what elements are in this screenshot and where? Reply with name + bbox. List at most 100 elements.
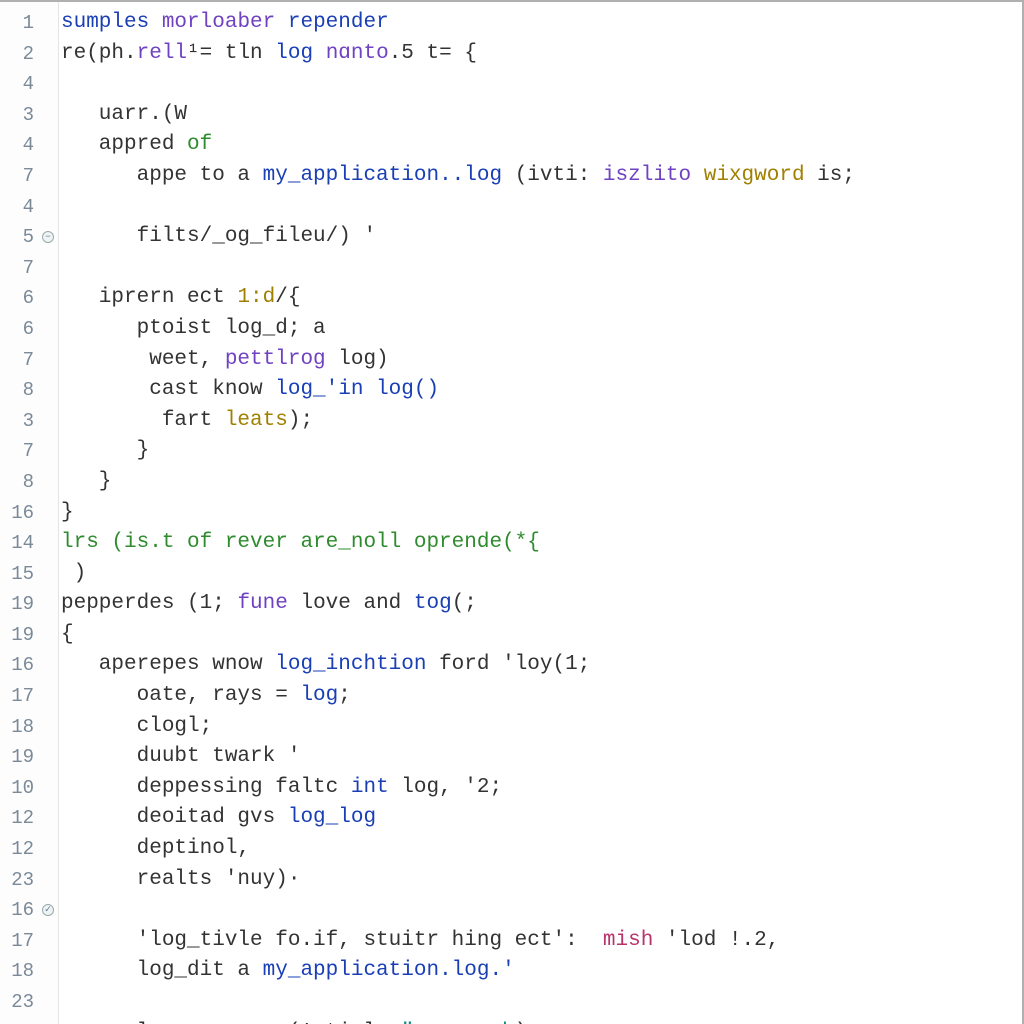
line-number: 16 (0, 895, 34, 926)
token: ); (515, 1021, 540, 1024)
code-line[interactable]: cast know log_'in log() (61, 375, 1022, 406)
code-line[interactable]: aperepes wnow log_inchtion ford 'loy(1; (61, 650, 1022, 681)
token: rell (137, 42, 187, 65)
token: is; (817, 164, 855, 187)
code-line[interactable]: ptoist log_d; a (61, 314, 1022, 345)
code-line[interactable]: deptinol, (61, 834, 1022, 865)
token: "maproach (401, 1021, 514, 1024)
code-editor[interactable]: 1243474576678378161415191916171819101212… (0, 2, 1022, 1024)
code-line[interactable]: } (61, 498, 1022, 529)
code-line[interactable]: pepperdes (1; fune love and tog(; (61, 589, 1022, 620)
code-line[interactable]: filts/_og_fileu/) ' (61, 222, 1022, 253)
code-line[interactable]: fart leats); (61, 406, 1022, 437)
token: 'log_tivle fo.if, stuitr hing ect': (61, 929, 603, 952)
token: oate, rays = (61, 684, 300, 707)
token: log) (338, 348, 388, 371)
line-number: 14 (0, 528, 34, 559)
code-line[interactable]: lrs (is.t of rever are_noll oprende(*{ (61, 528, 1022, 559)
token: log message (! tivls (61, 1021, 401, 1024)
token: log_log (288, 806, 376, 829)
token: appred (61, 133, 187, 156)
code-line[interactable]: clogl; (61, 712, 1022, 743)
token: (1; (187, 592, 237, 615)
line-number: 8 (0, 467, 34, 498)
line-number: 15 (0, 559, 34, 590)
token: my_application..log (263, 164, 515, 187)
collapse-icon[interactable]: − (42, 231, 54, 243)
line-number: 2 (0, 39, 34, 70)
line-number: 10 (0, 773, 34, 804)
code-line[interactable]: deoitad gvs log_log (61, 803, 1022, 834)
token: { (61, 623, 74, 646)
info-icon[interactable]: ✓ (42, 904, 54, 916)
token: fune (237, 592, 300, 615)
line-number: 8 (0, 375, 34, 406)
code-line[interactable] (61, 895, 1022, 926)
code-line[interactable]: duubt twark ' (61, 742, 1022, 773)
token: log (275, 42, 325, 65)
token: log_'in log() (275, 378, 439, 401)
token: sumples (61, 11, 162, 34)
line-number: 12 (0, 834, 34, 865)
token: pepperdes (61, 592, 187, 615)
code-line[interactable]: deppessing faltc int log, '2; (61, 773, 1022, 804)
token: /{ (275, 286, 300, 309)
code-line[interactable]: uarr.(W (61, 100, 1022, 131)
token: morloaber (162, 11, 288, 34)
line-number: 3 (0, 406, 34, 437)
code-line[interactable]: weet, pettlrog log) (61, 345, 1022, 376)
token: fart (61, 409, 225, 432)
code-line[interactable] (61, 69, 1022, 100)
code-line[interactable]: { (61, 620, 1022, 651)
token: iprern ect (61, 286, 237, 309)
line-number: 7 (0, 436, 34, 467)
code-line[interactable]: log_dit a my_application.log.' (61, 956, 1022, 987)
token: filts/_og_fileu/) ' (61, 225, 376, 248)
gutter-icon-strip: −✓ (40, 2, 58, 1024)
line-number: 7 (0, 253, 34, 284)
code-line[interactable]: 'log_tivle fo.if, stuitr hing ect': mish… (61, 926, 1022, 957)
token: log_inchtion (275, 653, 439, 676)
token: weet, (61, 348, 225, 371)
line-number: 18 (0, 712, 34, 743)
code-line[interactable]: iprern ect 1:d/{ (61, 283, 1022, 314)
code-area[interactable]: sumples morloaber rependerre(ph.rell¹= t… (58, 2, 1022, 1024)
code-line[interactable]: } (61, 467, 1022, 498)
code-line[interactable]: } (61, 436, 1022, 467)
token: deptinol, (61, 837, 250, 860)
token: nɑnto (326, 42, 389, 65)
token: ); (288, 409, 313, 432)
token: log_dit a (61, 959, 263, 982)
code-line[interactable] (61, 253, 1022, 284)
code-line[interactable]: sumples morloaber repender (61, 8, 1022, 39)
token: (ivti: (515, 164, 603, 187)
code-line[interactable]: ) (61, 559, 1022, 590)
code-line[interactable]: realts 'nuy)· (61, 865, 1022, 896)
token: log (300, 684, 338, 707)
code-line[interactable] (61, 987, 1022, 1018)
token: iszlito (603, 164, 704, 187)
code-line[interactable] (61, 192, 1022, 223)
token: } (61, 501, 74, 524)
code-line[interactable]: appe to a my_application..log (ivti: isz… (61, 161, 1022, 192)
token: tog (414, 592, 452, 615)
code-line[interactable]: appred of (61, 130, 1022, 161)
line-number: 4 (0, 69, 34, 100)
token: (; (452, 592, 477, 615)
code-line[interactable]: re(ph.rell¹= tln log nɑnto.5 t= { (61, 39, 1022, 70)
line-number: 17 (0, 926, 34, 957)
line-number: 1 (0, 8, 34, 39)
line-number: 23 (0, 987, 34, 1018)
token: } (61, 470, 111, 493)
token: deppessing faltc (61, 776, 351, 799)
line-number: 17 (0, 681, 34, 712)
token: re(ph. (61, 42, 137, 65)
code-line[interactable]: log message (! tivls "maproach); (61, 1018, 1022, 1024)
code-line[interactable]: oate, rays = log; (61, 681, 1022, 712)
line-number: 19 (0, 742, 34, 773)
token: duubt twark ' (61, 745, 300, 768)
token: int (351, 776, 401, 799)
token: lrs (is.t of rever are_noll oprende(*{ (61, 531, 540, 554)
line-number: 16 (0, 498, 34, 529)
line-number: 18 (0, 956, 34, 987)
